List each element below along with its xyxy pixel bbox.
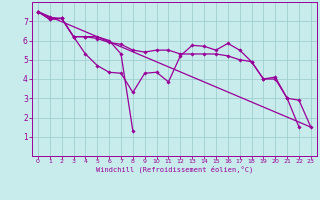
X-axis label: Windchill (Refroidissement éolien,°C): Windchill (Refroidissement éolien,°C) xyxy=(96,166,253,173)
